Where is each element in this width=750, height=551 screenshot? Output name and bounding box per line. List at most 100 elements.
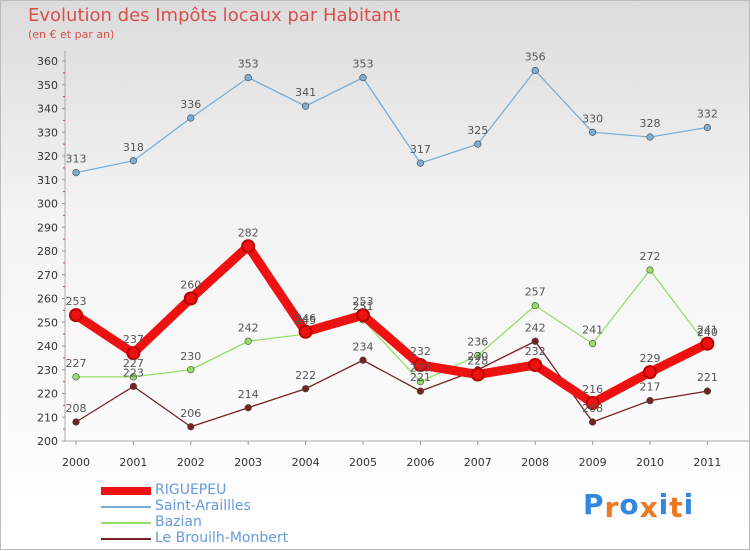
logo-letter: i [658, 488, 670, 521]
legend-item: Bazian [101, 514, 361, 532]
data-point [129, 373, 137, 381]
data-label: 325 [467, 124, 488, 137]
data-label: 217 [640, 381, 661, 394]
x-tick-label: 2001 [119, 456, 147, 469]
data-label: 221 [697, 371, 718, 384]
legend-item: Saint-Araillles [101, 498, 361, 516]
y-tick-label: 240 [37, 340, 58, 353]
data-point [588, 418, 597, 426]
x-tick-label: 2007 [464, 456, 492, 469]
legend-swatch [101, 538, 151, 540]
y-tick-label: 280 [37, 245, 58, 258]
data-point [703, 123, 712, 132]
data-label: 260 [180, 279, 201, 292]
data-label: 253 [66, 295, 87, 308]
data-point [72, 373, 80, 381]
y-tick-label: 340 [37, 103, 58, 116]
data-point [646, 266, 654, 274]
data-label: 245 [295, 314, 316, 327]
data-label: 208 [582, 402, 603, 415]
data-point [244, 404, 252, 412]
chart-subtitle: (en € et par an) [28, 28, 115, 41]
data-point [126, 346, 141, 361]
data-label: 242 [238, 321, 259, 334]
series-line [71, 241, 712, 408]
logo-letter: r [604, 491, 620, 524]
data-point [531, 302, 539, 310]
data-point [474, 351, 482, 360]
data-point [302, 385, 310, 393]
data-label: 206 [180, 407, 201, 420]
y-tick-label: 250 [37, 316, 58, 329]
data-point [531, 66, 539, 75]
data-point [298, 324, 313, 339]
data-label: 353 [238, 58, 259, 71]
data-label: 230 [180, 350, 201, 363]
data-label: 253 [353, 295, 374, 308]
data-label: 257 [525, 286, 546, 299]
data-point [356, 308, 370, 323]
legend-label: RIGUEPEU [155, 482, 227, 498]
x-tick-label: 2002 [177, 456, 205, 469]
data-label: 234 [353, 340, 374, 353]
legend-label: Bazian [155, 514, 202, 530]
data-point [646, 133, 654, 141]
data-label: 341 [295, 86, 316, 99]
data-point [588, 128, 597, 136]
data-point [129, 157, 137, 165]
data-label: 313 [66, 153, 87, 166]
data-point [703, 387, 712, 395]
data-label: 208 [66, 402, 87, 415]
y-tick-label: 200 [37, 435, 58, 448]
data-label: 353 [353, 58, 374, 71]
data-label: 282 [238, 226, 259, 239]
data-point [643, 365, 657, 380]
data-label: 272 [640, 250, 661, 263]
x-tick-label: 2008 [521, 456, 549, 469]
data-label: 222 [295, 369, 316, 382]
data-label: 251 [353, 300, 374, 313]
legend-item: RIGUEPEU [101, 482, 361, 500]
data-label: 241 [582, 324, 603, 337]
proxiti-logo: Proxiti [583, 488, 694, 524]
x-tick-label: 2000 [62, 456, 90, 469]
y-tick-label: 270 [37, 269, 58, 282]
logo-letter: o [619, 488, 640, 521]
data-label: 229 [640, 352, 661, 365]
data-point [187, 366, 195, 374]
x-tick-label: 2004 [292, 456, 320, 469]
data-label: 232 [525, 345, 546, 358]
y-tick-label: 330 [37, 126, 58, 139]
series-line [75, 69, 709, 174]
x-tick-label: 2009 [579, 456, 607, 469]
data-point [69, 308, 83, 323]
y-tick-label: 220 [37, 388, 58, 401]
x-tick-label: 2005 [349, 456, 377, 469]
data-label: 240 [697, 326, 718, 339]
y-tick-label: 320 [37, 150, 58, 163]
data-point [302, 102, 310, 110]
y-tick-label: 230 [37, 364, 58, 377]
logo-letter: P [583, 488, 605, 521]
data-label: 228 [467, 355, 488, 368]
data-label: 356 [525, 51, 546, 64]
data-point [72, 418, 80, 426]
data-label: 336 [180, 98, 201, 111]
data-label: 214 [238, 388, 259, 401]
y-tick-label: 350 [37, 79, 58, 92]
data-point [359, 356, 367, 364]
legend-swatch [101, 522, 151, 524]
y-tick-label: 300 [37, 198, 58, 211]
data-point [129, 382, 137, 390]
data-point [416, 159, 425, 167]
x-tick-label: 2010 [636, 456, 664, 469]
data-point [244, 74, 252, 82]
data-label: 318 [123, 141, 144, 154]
data-point [585, 396, 600, 410]
data-point [183, 291, 198, 306]
data-point [241, 239, 256, 254]
data-point [187, 114, 195, 122]
legend-swatch [101, 487, 151, 495]
